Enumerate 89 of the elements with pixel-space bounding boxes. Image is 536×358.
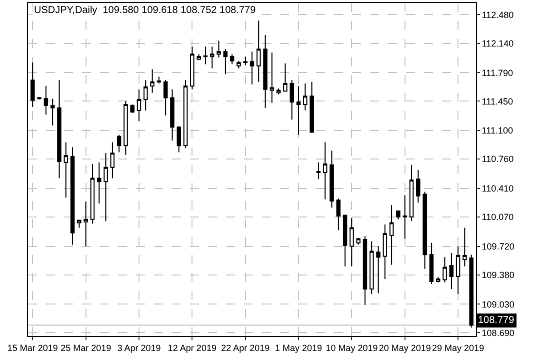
- x-tick-label: 12 Apr 2019: [168, 342, 216, 353]
- candlestick: [230, 54, 234, 65]
- candlestick: [156, 76, 162, 84]
- candlestick: [144, 80, 148, 111]
- candlestick: [77, 220, 82, 228]
- candlestick: [409, 164, 414, 222]
- y-tick-label: 109.030: [482, 299, 514, 310]
- candlestick: [256, 20, 261, 82]
- candlestick: [316, 162, 321, 180]
- candlestick: [296, 86, 301, 136]
- candlestick: [84, 201, 88, 247]
- candlestick: [236, 60, 241, 69]
- candlestick: [389, 204, 394, 266]
- candlestick: [362, 236, 368, 306]
- candlestick: [449, 252, 454, 290]
- candlestick: [382, 224, 388, 280]
- candlestick: [216, 40, 221, 58]
- y-tick-label: 111.450: [482, 96, 514, 106]
- candlestick: [270, 52, 274, 104]
- ref-line-label: 108.779: [478, 315, 515, 326]
- candlestick: [190, 46, 194, 90]
- chart-title: USDJPY,Daily 109.580 109.618 108.752 108.779: [34, 5, 256, 16]
- candlestick: [150, 68, 154, 94]
- candlestick: [210, 46, 214, 69]
- y-tick-label: 110.760: [482, 154, 514, 164]
- x-tick-label: 15 Mar 2019: [7, 342, 58, 353]
- x-tick-label: 1 May 2019: [275, 342, 322, 353]
- candlestick: [429, 242, 434, 284]
- candlestick: [416, 169, 420, 204]
- candlestick: [276, 88, 281, 95]
- x-tick-label: 20 May 2019: [378, 342, 431, 353]
- candlestick: [30, 62, 35, 108]
- candlestick: [350, 217, 354, 267]
- x-tick-label: 10 May 2019: [326, 342, 378, 353]
- y-tick-label: 110.410: [482, 184, 514, 194]
- x-tick-label: 25 Mar 2019: [60, 342, 112, 353]
- candlestick: [330, 150, 334, 208]
- candlestick: [263, 34, 268, 108]
- y-tick-label: 110.070: [482, 212, 514, 222]
- candlestick: [336, 198, 341, 231]
- candlestick: [356, 237, 360, 246]
- candlestick: [322, 142, 328, 200]
- x-tick-label: 22 Apr 2019: [221, 342, 270, 353]
- candlestick: [243, 56, 248, 66]
- candlestick: [124, 100, 128, 156]
- y-tick-label: 109.720: [482, 241, 514, 252]
- candlestick: [163, 80, 168, 116]
- candlestick: [223, 48, 228, 75]
- candlestick: [283, 62, 288, 92]
- candlestick: [70, 146, 75, 246]
- candlestick: [64, 142, 68, 198]
- candlestick: [110, 142, 115, 179]
- x-tick-label: 3 Apr 2019: [117, 342, 161, 353]
- candlestick: [469, 254, 474, 328]
- candlestick: [370, 240, 374, 295]
- candlestick: [96, 162, 102, 204]
- candlestick: [456, 246, 460, 295]
- candlestick: [422, 191, 427, 270]
- candlestick: [116, 134, 122, 153]
- candlestick: [303, 83, 308, 111]
- y-tick-label: 111.100: [482, 126, 514, 136]
- candlestick: [442, 256, 447, 283]
- y-tick-label: 111.790: [482, 68, 514, 78]
- candlestick: [50, 98, 55, 126]
- candlestick: [90, 164, 95, 224]
- candlestick: [402, 194, 408, 240]
- candlestick: [136, 88, 142, 122]
- candlestick: [44, 86, 48, 116]
- y-tick-label: 112.140: [482, 38, 514, 48]
- candlestick: [342, 214, 348, 267]
- candlestick: [376, 246, 380, 294]
- candlestick: [176, 126, 182, 153]
- y-tick-label: 109.380: [482, 270, 514, 280]
- candlestick: [170, 88, 174, 142]
- x-tick-label: 29 May 2019: [432, 342, 484, 353]
- candlestick: [57, 80, 62, 179]
- candlestick: [183, 80, 188, 149]
- y-tick-label: 108.690: [482, 328, 514, 338]
- candlestick: [462, 227, 467, 267]
- candlestick: [396, 210, 400, 220]
- candlestick: [310, 81, 314, 134]
- candlestick: [104, 152, 108, 222]
- candlestick: [130, 104, 134, 114]
- candlestick: [436, 276, 440, 283]
- candlestick: [203, 46, 208, 65]
- candlestick: [290, 80, 294, 120]
- candlestick: [250, 51, 254, 85]
- y-tick-label: 112.480: [482, 10, 514, 20]
- candlestick: [196, 54, 201, 61]
